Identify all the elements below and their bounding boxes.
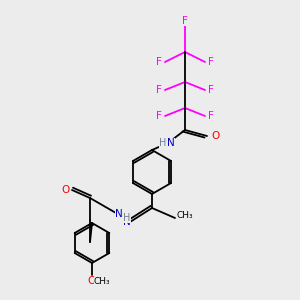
Text: N: N	[115, 209, 123, 219]
Text: H: H	[159, 138, 167, 148]
Text: F: F	[208, 85, 214, 95]
Text: O: O	[211, 131, 219, 141]
Text: H: H	[123, 213, 131, 223]
Text: CH₃: CH₃	[177, 211, 193, 220]
Text: F: F	[182, 16, 188, 26]
Text: N: N	[167, 138, 175, 148]
Text: F: F	[208, 111, 214, 121]
Text: O: O	[61, 185, 69, 195]
Text: F: F	[156, 111, 162, 121]
Text: O: O	[88, 276, 96, 286]
Text: F: F	[208, 57, 214, 67]
Text: F: F	[156, 57, 162, 67]
Text: F: F	[156, 85, 162, 95]
Text: N: N	[123, 217, 131, 227]
Text: CH₃: CH₃	[94, 277, 111, 286]
